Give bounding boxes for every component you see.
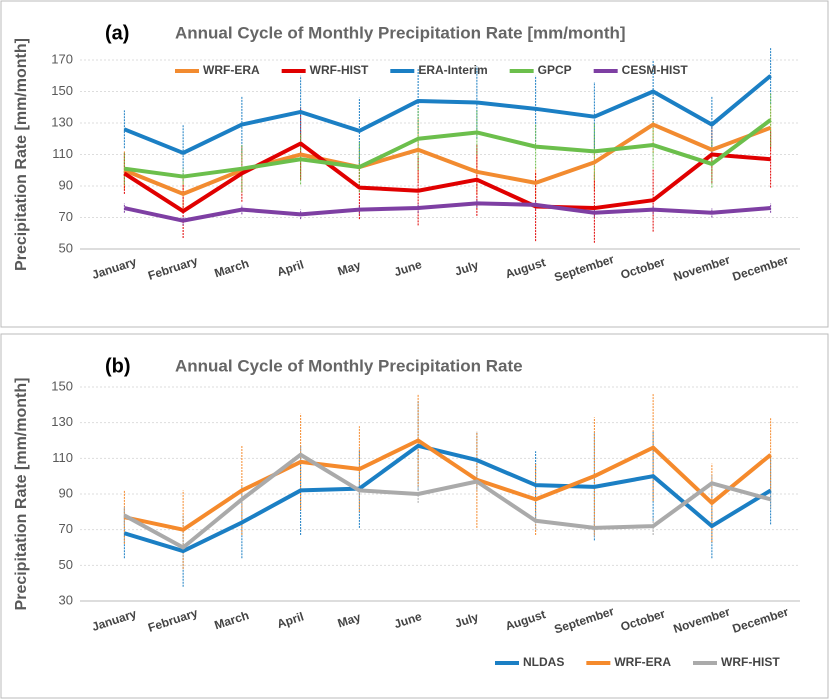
x-tick-label: May (336, 610, 363, 631)
x-tick-label: August (504, 607, 548, 633)
y-tick-label: 30 (59, 592, 73, 607)
panel-label: (b) (105, 355, 131, 377)
y-tick-label: 110 (52, 450, 73, 465)
y-tick-label: 170 (51, 51, 73, 66)
x-tick-label: June (392, 609, 423, 631)
panel-label: (a) (105, 22, 129, 44)
y-tick-label: 70 (59, 521, 73, 536)
legend-label: WRF-HIST (721, 655, 780, 669)
series-line (124, 118, 772, 179)
legend-label: CESM-HIST (622, 63, 689, 77)
y-tick-label: 50 (59, 557, 73, 572)
panel-border (0, 0, 829, 328)
series-line (123, 443, 772, 554)
y-tick-label: 130 (51, 114, 73, 129)
y-tick-label: 90 (59, 485, 73, 500)
legend-label: WRF-ERA (614, 655, 671, 669)
x-tick-label: July (453, 258, 480, 279)
y-axis-label: Precipitation Rate [mm/month] (13, 38, 30, 271)
panel-border (0, 333, 829, 699)
y-tick-label: 50 (59, 240, 73, 255)
chart-title: Annual Cycle of Monthly Precipitation Ra… (175, 356, 523, 375)
y-tick-label: 90 (59, 177, 73, 192)
y-tick-label: 130 (51, 414, 73, 429)
x-tick-label: April (275, 257, 305, 279)
x-tick-label: June (392, 257, 423, 279)
x-tick-label: February (146, 606, 199, 635)
x-tick-label: November (672, 252, 732, 284)
y-tick-label: 110 (52, 146, 73, 161)
x-tick-label: September (552, 252, 616, 285)
x-tick-label: October (619, 254, 667, 282)
y-tick-label: 150 (51, 378, 73, 393)
series-line (123, 74, 772, 155)
legend-label: ERA-Interim (418, 63, 487, 77)
legend-label: NLDAS (523, 655, 564, 669)
x-tick-label: September (552, 604, 616, 637)
chart-title: Annual Cycle of Monthly Precipitation Ra… (175, 23, 626, 42)
legend-label: WRF-ERA (203, 63, 260, 77)
legend-label: GPCP (538, 63, 572, 77)
series-line (123, 452, 772, 550)
y-tick-label: 150 (51, 83, 73, 98)
x-tick-label: March (213, 608, 251, 632)
x-tick-label: November (672, 604, 732, 636)
y-axis-label: Precipitation Rate [mm/month] (13, 378, 30, 611)
x-tick-label: August (504, 255, 548, 281)
x-tick-label: January (90, 606, 138, 634)
x-tick-label: March (213, 256, 251, 280)
y-tick-label: 70 (59, 209, 73, 224)
x-tick-label: February (146, 254, 199, 283)
x-tick-label: December (731, 604, 791, 635)
x-tick-label: December (731, 252, 791, 283)
legend-label: WRF-HIST (310, 63, 369, 77)
x-tick-label: May (336, 258, 363, 279)
x-tick-label: January (90, 254, 138, 282)
series-line (123, 141, 771, 214)
series-line (123, 201, 771, 223)
series-line (123, 122, 772, 196)
x-tick-label: April (275, 609, 305, 631)
x-tick-label: July (453, 610, 480, 631)
x-tick-label: October (619, 606, 667, 634)
series-line (123, 438, 772, 532)
